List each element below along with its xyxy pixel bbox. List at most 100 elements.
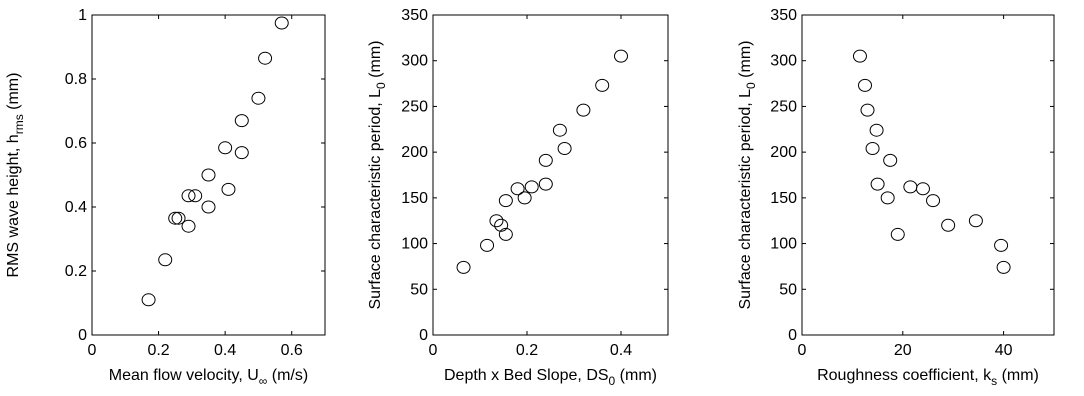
y-tick-label: 100 <box>770 236 797 253</box>
data-point <box>258 51 273 65</box>
data-point <box>234 146 249 160</box>
data-point <box>489 214 504 228</box>
plot-frame <box>91 14 326 336</box>
data-point <box>941 218 956 232</box>
x-tick-label: 20 <box>894 342 912 359</box>
data-point <box>926 194 941 208</box>
x-axis-label-main: Roughness coefficient, k <box>817 367 992 384</box>
y-tick-label: 0.2 <box>65 263 87 280</box>
data-point <box>870 177 885 191</box>
data-point <box>576 103 591 117</box>
data-point <box>510 182 525 196</box>
x-tick-label: 0.2 <box>147 342 169 359</box>
y-tick-label: 150 <box>401 190 428 207</box>
y-tick-label: 0 <box>419 327 428 344</box>
x-axis-label-main: Depth x Bed Slope, DS <box>444 367 609 384</box>
data-point <box>498 227 513 241</box>
x-axis-label: Roughness coefficient, ks (mm) <box>817 367 1039 388</box>
data-point <box>498 194 513 208</box>
x-tick-label: 0 <box>798 342 807 359</box>
x-tick-label: 0 <box>429 342 438 359</box>
scatter-panel-depth-slope: 0 0.2 0.4 0 50 100 150 200 250 300 350 Depth x Bed … <box>367 7 669 388</box>
y-axis-label-unit: (mm) <box>737 41 754 83</box>
data-point <box>538 177 553 191</box>
x-axis-label-main: Mean flow velocity, U <box>109 367 259 384</box>
y-tick-label: 250 <box>770 98 797 115</box>
data-point <box>517 191 532 205</box>
x-tick-label: 0.2 <box>516 342 538 359</box>
y-tick-label: 300 <box>401 53 428 70</box>
scatter-panel-roughness: 0 20 40 0 50 100 150 200 250 300 350 Roughness coef… <box>737 7 1055 388</box>
data-point <box>274 16 289 30</box>
data-point <box>480 238 495 252</box>
y-tick-label: 250 <box>401 98 428 115</box>
x-axis-label-unit: (mm) <box>997 367 1039 384</box>
data-point <box>181 189 196 203</box>
data-point <box>852 49 867 63</box>
y-tick-label: 300 <box>770 53 797 70</box>
data-point <box>865 141 880 155</box>
y-tick-label: 0.6 <box>65 135 87 152</box>
y-axis-label: RMS wave height, hrms (mm) <box>5 73 26 278</box>
data-point <box>860 103 875 117</box>
y-tick-label: 0.4 <box>65 199 87 216</box>
data-point <box>201 168 216 182</box>
x-tick-label: 0.6 <box>281 342 303 359</box>
data-point <box>614 49 628 63</box>
y-tick-label: 200 <box>401 144 428 161</box>
x-axis-label-subscript: ∞ <box>259 374 268 388</box>
data-point <box>869 123 884 137</box>
y-axis-label: Surface characteristic period, L0 (mm) <box>737 41 758 310</box>
data-point <box>234 114 249 128</box>
y-tick-label: 0.8 <box>65 71 87 88</box>
data-point <box>494 218 509 232</box>
data-point <box>557 141 572 155</box>
y-tick-label: 350 <box>770 7 797 24</box>
x-axis-label-unit: (mm) <box>615 367 657 384</box>
data-point <box>968 214 983 228</box>
y-tick-label: 0 <box>788 327 797 344</box>
x-tick-label: 0.4 <box>214 342 236 359</box>
y-tick-label: 150 <box>770 190 797 207</box>
data-point <box>251 91 266 105</box>
data-point <box>996 260 1011 274</box>
x-axis-label: Depth x Bed Slope, DS0 (mm) <box>444 367 657 388</box>
data-point <box>915 182 930 196</box>
y-tick-label: 50 <box>779 281 797 298</box>
x-axis-label-unit: (m/s) <box>267 367 308 384</box>
x-axis-label-subscript: s <box>991 374 997 388</box>
data-point <box>903 180 918 194</box>
y-axis-label-subscript: 0 <box>744 82 758 89</box>
x-tick-label: 40 <box>995 342 1013 359</box>
data-point <box>883 153 898 167</box>
data-point <box>158 253 173 267</box>
data-point <box>994 238 1009 252</box>
data-point <box>890 227 905 241</box>
data-point <box>880 191 895 205</box>
y-tick-label: 50 <box>410 281 428 298</box>
data-point <box>181 219 196 233</box>
data-point <box>524 180 539 194</box>
data-point <box>595 78 610 92</box>
y-tick-label: 350 <box>401 7 428 24</box>
data-point <box>188 189 203 203</box>
data-point <box>168 211 183 225</box>
y-axis-label-subscript: rms <box>12 114 26 134</box>
plot-frame <box>432 14 669 336</box>
x-axis-label: Mean flow velocity, U∞ (m/s) <box>109 367 308 388</box>
data-point <box>552 123 567 137</box>
y-axis-label: Surface characteristic period, L0 (mm) <box>367 41 388 310</box>
y-axis-label-unit: (mm) <box>5 73 22 115</box>
x-axis-label-subscript: 0 <box>609 374 616 388</box>
scatter-panel-velocity: 0 0.2 0.4 0.6 0 0.2 0.4 0.6 0.8 1 Mean flow veloci… <box>5 7 326 388</box>
data-point <box>456 260 471 274</box>
y-axis-label-unit: (mm) <box>367 41 384 83</box>
y-tick-label: 200 <box>770 144 797 161</box>
data-point <box>141 293 156 307</box>
y-axis-label-subscript: 0 <box>374 82 388 89</box>
x-tick-label: 0 <box>88 342 97 359</box>
y-tick-label: 1 <box>78 7 87 24</box>
y-tick-label: 0 <box>78 327 87 344</box>
y-axis-label-main: RMS wave height, h <box>5 134 22 277</box>
